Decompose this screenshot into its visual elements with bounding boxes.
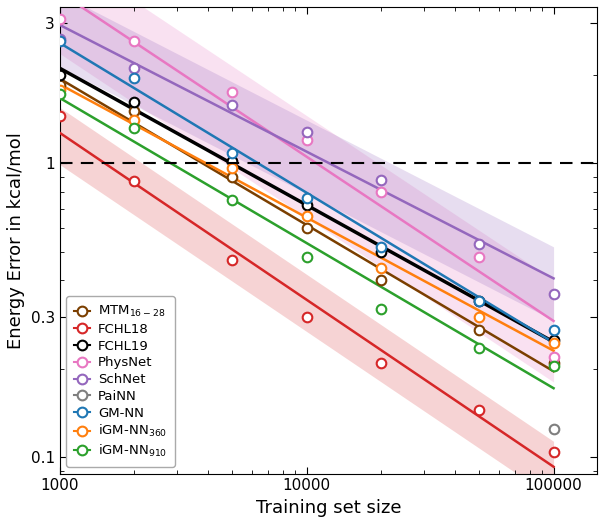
Point [302, 201, 312, 210]
Point [302, 194, 312, 202]
Point [376, 176, 386, 184]
Point [55, 71, 65, 79]
Point [548, 336, 558, 344]
Point [474, 344, 484, 352]
Point [376, 276, 386, 285]
Point [376, 264, 386, 272]
Point [302, 127, 312, 136]
Point [129, 97, 139, 106]
Point [129, 177, 139, 185]
Y-axis label: Energy Error in kcal/mol: Energy Error in kcal/mol [7, 132, 25, 349]
Point [228, 157, 237, 165]
Point [302, 224, 312, 233]
Point [474, 240, 484, 248]
Point [228, 196, 237, 204]
Point [55, 37, 65, 46]
Point [129, 116, 139, 125]
Point [55, 81, 65, 89]
Point [548, 290, 558, 298]
Point [474, 313, 484, 321]
Point [376, 358, 386, 367]
Point [376, 304, 386, 313]
Point [376, 243, 386, 251]
Point [474, 297, 484, 305]
Point [548, 353, 558, 361]
Point [474, 326, 484, 335]
Point [548, 339, 558, 347]
Point [228, 164, 237, 172]
X-axis label: Training set size: Training set size [255, 499, 401, 517]
Point [376, 188, 386, 196]
Point [302, 313, 312, 321]
Point [228, 149, 237, 158]
Point [548, 362, 558, 370]
Point [228, 256, 237, 264]
Point [55, 85, 65, 94]
Point [55, 15, 65, 23]
Point [55, 90, 65, 98]
Point [302, 253, 312, 261]
Point [129, 37, 139, 46]
Point [474, 253, 484, 261]
Point [474, 406, 484, 414]
Point [228, 172, 237, 181]
Point [129, 74, 139, 82]
Point [474, 297, 484, 305]
Point [548, 358, 558, 367]
Point [129, 64, 139, 73]
Point [228, 88, 237, 96]
Point [55, 112, 65, 120]
Point [228, 101, 237, 109]
Point [302, 212, 312, 221]
Point [376, 247, 386, 256]
Point [548, 424, 558, 433]
Point [548, 326, 558, 335]
Point [129, 124, 139, 132]
Point [129, 107, 139, 116]
Point [548, 448, 558, 456]
Legend: MTM$_{16-28}$, FCHL18, FCHL19, PhysNet, SchNet, PaiNN, GM-NN, iGM-NN$_{360}$, iG: MTM$_{16-28}$, FCHL18, FCHL19, PhysNet, … [66, 297, 175, 467]
Point [55, 35, 65, 43]
Point [302, 136, 312, 144]
